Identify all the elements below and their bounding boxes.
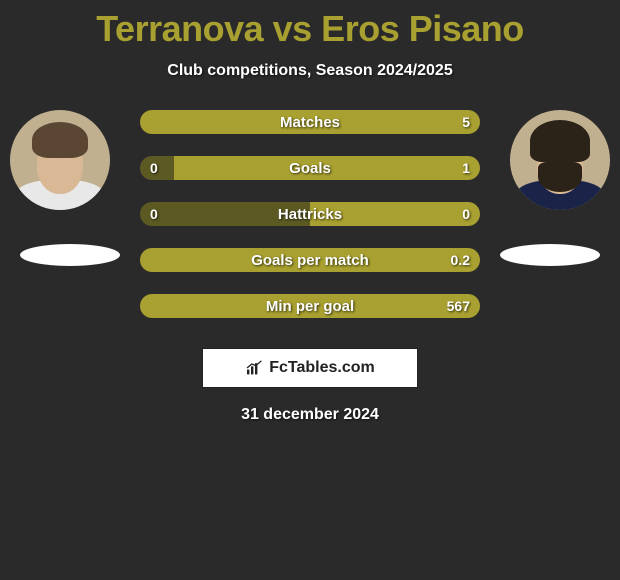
stat-row: Min per goal567 [140,294,480,318]
stat-label: Goals [140,156,480,180]
chart-icon [245,360,265,376]
page-title: Terranova vs Eros Pisano [0,0,620,50]
date-text: 31 december 2024 [0,406,620,424]
stat-label: Goals per match [140,248,480,272]
avatar-shadow-left [20,244,120,266]
stat-value-right: 0.2 [451,248,470,272]
player-left-avatar [10,110,110,210]
stat-label: Matches [140,110,480,134]
brand-text: FcTables.com [269,359,375,377]
stat-value-right: 0 [462,202,470,226]
comparison-content: Matches50Goals10Hattricks0Goals per matc… [0,110,620,424]
stat-value-right: 5 [462,110,470,134]
stat-label: Min per goal [140,294,480,318]
avatar-shadow-right [500,244,600,266]
stat-row: 0Goals1 [140,156,480,180]
stat-row: Goals per match0.2 [140,248,480,272]
stat-value-right: 567 [447,294,470,318]
stat-row: 0Hattricks0 [140,202,480,226]
stat-bars: Matches50Goals10Hattricks0Goals per matc… [140,110,480,318]
stat-label: Hattricks [140,202,480,226]
stat-value-right: 1 [462,156,470,180]
subtitle: Club competitions, Season 2024/2025 [0,62,620,80]
brand-box: FcTables.com [202,348,418,388]
stat-row: Matches5 [140,110,480,134]
player-right-avatar [510,110,610,210]
